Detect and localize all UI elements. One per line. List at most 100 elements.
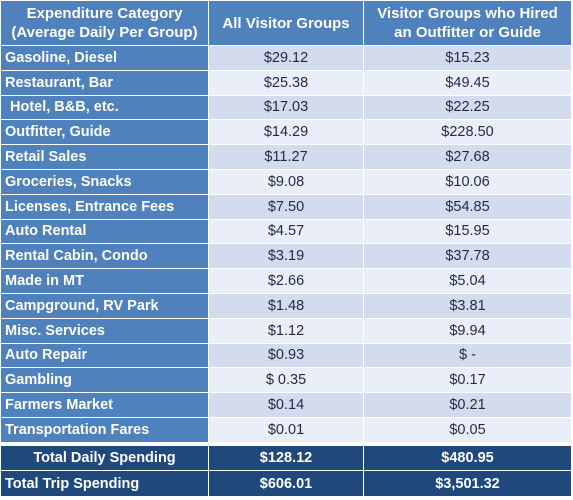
- row-category-text: Auto Repair: [5, 347, 88, 364]
- table-header: Expenditure Category (Average Daily Per …: [0, 0, 572, 46]
- row-outfitter-cell: $54.85: [363, 193, 572, 220]
- table-row: Auto Rental $4.57 $15.95: [0, 218, 572, 245]
- row-category-cell: Made in MT: [0, 268, 209, 294]
- row-outfitter-text: $3.81: [449, 297, 486, 314]
- row-outfitter-cell: $49.45: [363, 69, 572, 96]
- row-all-visitors-text: $7.50: [267, 198, 305, 215]
- header-outfitter-line1: Visitor Groups who Hired: [377, 5, 558, 22]
- row-category-cell: Hotel, B&B, etc.: [0, 94, 209, 121]
- row-all-visitors-text: $9.08: [267, 173, 305, 190]
- row-all-visitors-text: $1.48: [267, 297, 305, 314]
- row-category-text: Retail Sales: [5, 149, 87, 166]
- table-footer: Total Daily Spending $128.12 $480.95 Total …: [0, 441, 572, 497]
- row-outfitter-text: $22.25: [445, 99, 490, 116]
- row-category-text: Groceries, Snacks: [5, 173, 132, 190]
- row-category-cell: Farmers Market: [0, 392, 209, 418]
- row-outfitter-cell: $37.78: [363, 243, 572, 270]
- row-category-text: Transportation Fares: [5, 421, 150, 438]
- row-outfitter-text: $15.95: [445, 223, 490, 240]
- row-outfitter-cell: $ -: [363, 342, 572, 369]
- row-category-cell: Groceries, Snacks: [0, 168, 209, 195]
- row-outfitter-text: $5.04: [449, 273, 486, 290]
- row-all-visitors-cell: $11.27: [208, 144, 364, 170]
- header-all-visitors: All Visitor Groups: [208, 0, 364, 46]
- table-row: Gasoline, Diesel $29.12 $15.23: [0, 45, 572, 71]
- row-category-text: Rental Cabin, Condo: [5, 248, 148, 265]
- row-all-visitors-text: $ 0.35: [265, 372, 307, 389]
- row-category-cell: Transportation Fares: [0, 416, 209, 445]
- row-category-cell: Campground, RV Park: [0, 292, 209, 319]
- row-outfitter-text: $ -: [459, 347, 476, 364]
- row-all-visitors-cell: $ 0.35: [208, 367, 364, 394]
- total-outfitter-cell: $480.95: [363, 441, 572, 472]
- table-row: Misc. Services $1.12 $9.94: [0, 317, 572, 344]
- table-row: Rental Cabin, Condo $3.19 $37.78: [0, 243, 572, 270]
- row-outfitter-text: $0.21: [449, 397, 486, 414]
- row-all-visitors-text: $0.01: [267, 421, 305, 438]
- row-category-cell: Licenses, Entrance Fees: [0, 193, 209, 220]
- table-row: Made in MT $2.66 $5.04: [0, 268, 572, 294]
- row-all-visitors-text: $14.29: [263, 124, 309, 141]
- row-outfitter-cell: $15.23: [363, 45, 572, 71]
- header-category-line1: Expenditure Category: [26, 5, 183, 22]
- total-label-cell: Total Daily Spending: [0, 441, 209, 472]
- row-outfitter-cell: $5.04: [363, 268, 572, 294]
- row-category-text: Made in MT: [5, 273, 84, 290]
- row-outfitter-cell: $22.25: [363, 94, 572, 121]
- row-all-visitors-text: $29.12: [263, 49, 309, 66]
- row-all-visitors-text: $1.12: [267, 322, 305, 339]
- table-row: Gambling $ 0.35 $0.17: [0, 367, 572, 394]
- table-row: Retail Sales $11.27 $27.68: [0, 144, 572, 170]
- row-all-visitors-text: $4.57: [267, 223, 305, 240]
- row-all-visitors-text: $11.27: [264, 149, 308, 166]
- table-body: Gasoline, Diesel $29.12 $15.23 Restaurant, …: [0, 45, 572, 445]
- row-outfitter-cell: $3.81: [363, 292, 572, 319]
- row-category-text: Hotel, B&B, etc.: [10, 99, 119, 116]
- row-category-text: Misc. Services: [5, 322, 105, 339]
- row-category-cell: Restaurant, Bar: [0, 69, 209, 96]
- row-category-cell: Outfitter, Guide: [0, 119, 209, 146]
- row-outfitter-text: $15.23: [445, 49, 490, 66]
- row-category-cell: Misc. Services: [0, 317, 209, 344]
- row-outfitter-text: $228.50: [441, 124, 494, 141]
- row-category-text: Farmers Market: [5, 397, 113, 414]
- table-row: Farmers Market $0.14 $0.21: [0, 392, 572, 418]
- row-all-visitors-cell: $9.08: [208, 168, 364, 195]
- row-outfitter-text: $37.78: [445, 248, 490, 265]
- row-all-visitors-text: $25.38: [263, 74, 309, 91]
- row-outfitter-cell: $27.68: [363, 144, 572, 170]
- table-row: Hotel, B&B, etc. $17.03 $22.25: [0, 94, 572, 121]
- table-row: Transportation Fares $0.01 $0.05: [0, 416, 572, 445]
- row-category-cell: Gasoline, Diesel: [0, 45, 209, 71]
- row-outfitter-text: $0.05: [449, 421, 486, 438]
- table-row: Licenses, Entrance Fees $7.50 $54.85: [0, 193, 572, 220]
- header-row: Expenditure Category (Average Daily Per …: [0, 0, 572, 46]
- row-all-visitors-text: $0.14: [267, 397, 305, 414]
- row-outfitter-cell: $228.50: [363, 119, 572, 146]
- row-category-cell: Rental Cabin, Condo: [0, 243, 209, 270]
- row-all-visitors-cell: $25.38: [208, 69, 364, 96]
- header-category: Expenditure Category (Average Daily Per …: [0, 0, 209, 46]
- header-category-line2: (Average Daily Per Group): [11, 24, 198, 41]
- row-outfitter-cell: $0.17: [363, 367, 572, 394]
- total-label-cell: Total Trip Spending: [0, 470, 209, 497]
- row-category-cell: Retail Sales: [0, 144, 209, 170]
- row-all-visitors-cell: $1.48: [208, 292, 364, 319]
- row-outfitter-text: $54.85: [445, 198, 490, 215]
- row-all-visitors-text: $3.19: [267, 248, 305, 265]
- header-all-visitors-line1: All Visitor Groups: [222, 14, 350, 32]
- table-row: Auto Repair $0.93 $ -: [0, 342, 572, 369]
- row-all-visitors-cell: $3.19: [208, 243, 364, 270]
- row-all-visitors-cell: $0.01: [208, 416, 364, 445]
- row-category-text: Gambling: [5, 372, 72, 389]
- row-category-text: Outfitter, Guide: [5, 124, 111, 141]
- row-outfitter-text: $0.17: [449, 372, 486, 389]
- row-outfitter-text: $9.94: [449, 322, 486, 339]
- row-category-text: Gasoline, Diesel: [5, 49, 118, 66]
- row-outfitter-text: $10.06: [445, 173, 490, 190]
- total-all-cell: $128.12: [208, 441, 364, 472]
- row-outfitter-cell: $9.94: [363, 317, 572, 344]
- total-trip-row: Total Trip Spending $606.01 $3,501.32: [0, 470, 572, 497]
